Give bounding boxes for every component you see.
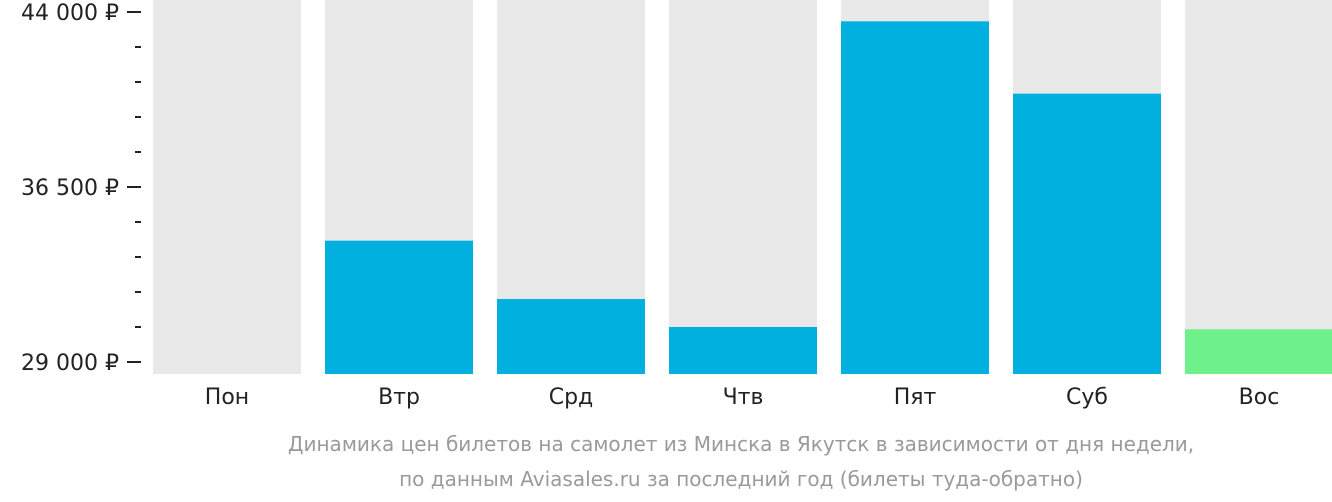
chart-caption-line-2: по данным Aviasales.ru за последний год … [399, 467, 1083, 491]
bar-background [669, 0, 817, 374]
chart-canvas: 44 000 ₽ 36 500 ₽ 29 000 ₽ Пон Втр Срд Чтв Пят С… [21, 0, 1332, 410]
y-tick-label: 44 000 ₽ [21, 1, 119, 26]
bar-2[interactable] [497, 299, 645, 374]
chart-caption-line-1: Динамика цен билетов на самолет из Минск… [287, 432, 1195, 456]
bar-6[interactable] [1185, 329, 1332, 374]
x-category-label: Пон [205, 385, 249, 410]
x-category-label: Срд [549, 385, 594, 410]
x-category-label: Суб [1066, 385, 1108, 410]
y-tick-label: 29 000 ₽ [21, 351, 119, 376]
bar-background [153, 0, 301, 374]
bar-3[interactable] [669, 327, 817, 374]
y-tick-label: 36 500 ₽ [21, 176, 119, 201]
x-category-label: Втр [378, 385, 420, 410]
x-category-label: Чтв [723, 385, 764, 410]
bar-4[interactable] [841, 21, 989, 374]
x-category-label: Вос [1239, 385, 1280, 410]
bar-5[interactable] [1013, 93, 1161, 375]
bar-1[interactable] [325, 240, 473, 374]
bar-background [1185, 0, 1332, 374]
x-category-label: Пят [894, 385, 937, 410]
